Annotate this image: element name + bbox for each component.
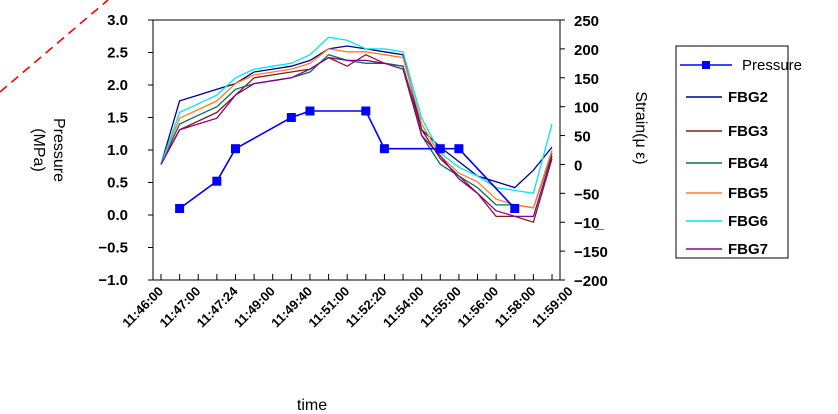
left-y-tick-label: 0.0: [107, 207, 128, 224]
left-y-tick-label: 3.0: [107, 12, 128, 29]
series-line-fbg7: [160, 56, 553, 218]
right-y-tick-label: 200: [574, 42, 599, 59]
right-y-tick-label: −200: [574, 273, 608, 290]
data-point-pressure: [212, 176, 222, 186]
series-layer: [160, 36, 553, 224]
left-y-tick-label: 2.0: [107, 77, 128, 94]
right-y-tick-label: −10̲: [574, 215, 604, 232]
left-y-tick-label: 1.5: [107, 110, 128, 127]
left-y-tick-label: −0.5: [98, 240, 128, 257]
right-y-tick-label: 0: [574, 157, 582, 174]
right-y-ticks: 250 200 150 100 50 0 −50 −10̲ −150 −200: [560, 13, 608, 290]
data-point-pressure: [230, 144, 240, 154]
dashed-annotation-line: [0, 0, 109, 93]
legend-marker-pressure: [702, 61, 710, 69]
right-axis-title: Strain(μ ε): [632, 91, 649, 164]
series-line-fbg4: [160, 53, 553, 209]
right-y-tick-label: 100: [574, 100, 599, 117]
x-tick-labels: 11:46:0011:47:0011:47:2411:49:0011:49:40…: [119, 283, 576, 330]
plot-area: [152, 19, 561, 281]
right-y-tick-label: 150: [574, 71, 599, 88]
right-y-tick-label: −50: [574, 186, 599, 203]
legend-box: [675, 45, 789, 259]
legend-label-fbg4: FBG4: [728, 155, 769, 172]
left-axis-title-line2: (MPa): [30, 128, 47, 172]
data-point-pressure: [510, 204, 520, 213]
x-tick-label: 11:59:00: [529, 284, 576, 331]
right-y-tick-label: −150: [574, 244, 608, 261]
data-point-pressure: [361, 106, 371, 116]
data-point-pressure: [305, 106, 315, 116]
data-point-pressure: [454, 144, 464, 154]
data-point-pressure: [379, 144, 389, 154]
left-y-tick-label: 2.5: [107, 45, 128, 62]
right-y-tick-label: 250: [574, 13, 599, 30]
legend-label-fbg5: FBG5: [728, 185, 768, 202]
series-line-fbg5: [160, 48, 553, 209]
legend-label-fbg7: FBG7: [728, 241, 768, 258]
legend-label-fbg6: FBG6: [728, 213, 768, 230]
legend: Pressure FBG2 FBG3 FBG4 FBG5 FBG6 FBG7: [675, 45, 802, 259]
series-line-fbg6: [160, 36, 553, 195]
data-point-pressure: [435, 144, 445, 154]
left-y-ticks: 3.0 2.5 2.0 1.5 1.0 0.5 0.0 −0.5 −1.0: [98, 12, 153, 289]
x-axis-title: time: [297, 397, 327, 414]
series-line-pressure: [179, 110, 516, 210]
left-y-tick-label: 1.0: [107, 142, 128, 159]
left-y-tick-label: −1.0: [98, 272, 128, 289]
data-point-pressure: [286, 113, 296, 122]
left-axis-title-line1: Pressure: [50, 118, 67, 182]
legend-items: Pressure FBG2 FBG3 FBG4 FBG5 FBG6 FBG7: [680, 57, 802, 258]
data-point-pressure: [175, 204, 185, 213]
right-y-tick-label: 50: [574, 129, 591, 146]
x-ticks: [160, 274, 553, 280]
left-y-tick-label: 0.5: [107, 175, 128, 192]
legend-label-fbg2: FBG2: [728, 89, 768, 106]
legend-label-fbg3: FBG3: [728, 123, 768, 140]
series-line-fbg2: [160, 45, 553, 189]
legend-label-pressure: Pressure: [742, 57, 802, 74]
